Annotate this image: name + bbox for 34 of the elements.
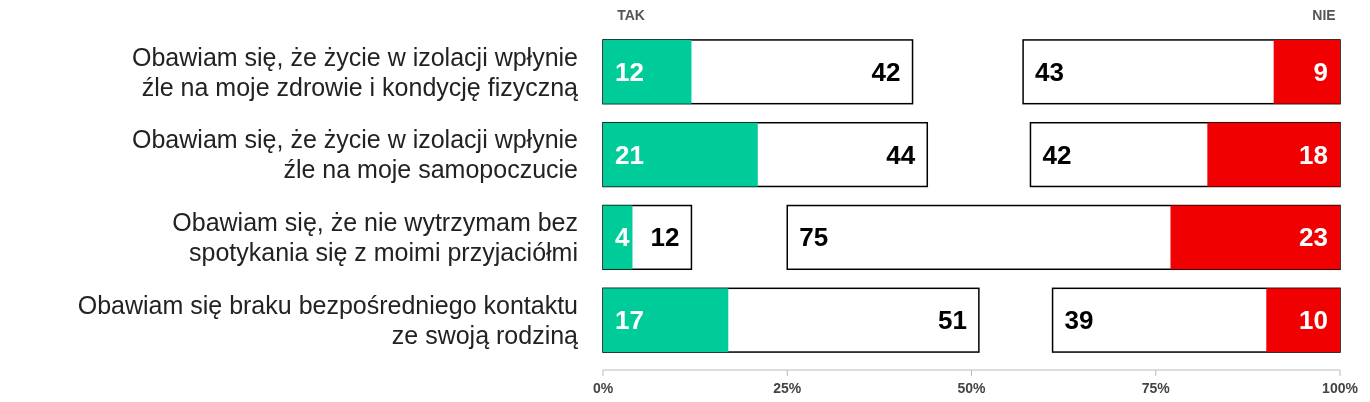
x-tick-label: 75% bbox=[1141, 380, 1171, 396]
data-label: 18 bbox=[1299, 139, 1328, 170]
data-label: 42 bbox=[1042, 139, 1072, 170]
y-tick-label: Obawiam się, że życie w izolacji wpłynie źle na moje samopoczucie bbox=[132, 125, 578, 184]
y-tick-label: Obawiam się braku bezpośredniego kontaktu ze swoją rodziną bbox=[77, 290, 579, 349]
bar bbox=[603, 288, 729, 353]
data-label: 39 bbox=[1064, 305, 1094, 336]
data-label: 12 bbox=[615, 56, 644, 87]
data-label: 23 bbox=[1299, 222, 1328, 253]
x-tick-label: 100% bbox=[1322, 380, 1359, 396]
bar bbox=[603, 122, 758, 187]
y-tick-label: Obawiam się, że nie wytrzymam bez spotykania się z moimi przyjaciółmi bbox=[172, 208, 578, 267]
bar bbox=[603, 39, 692, 104]
data-label: 10 bbox=[1299, 305, 1328, 336]
data-label: 75 bbox=[799, 222, 829, 253]
bar bbox=[1207, 122, 1340, 187]
data-label: 12 bbox=[650, 222, 680, 253]
bar bbox=[1266, 288, 1340, 353]
data-label: 21 bbox=[615, 139, 644, 170]
data-label: 43 bbox=[1035, 56, 1065, 87]
x-tick-label: 25% bbox=[773, 380, 802, 396]
data-label: 4 bbox=[615, 222, 630, 253]
data-label: 42 bbox=[871, 56, 901, 87]
bar bbox=[1170, 205, 1340, 270]
text: NIE bbox=[1312, 7, 1336, 23]
data-label: 17 bbox=[615, 305, 644, 336]
text: TAK bbox=[617, 7, 645, 23]
data-label: 9 bbox=[1313, 56, 1328, 87]
x-tick-label: 50% bbox=[957, 380, 987, 396]
data-label: 51 bbox=[937, 305, 967, 336]
bar bbox=[1273, 39, 1340, 104]
y-tick-label: Obawiam się, że życie w izolacji wpłynie źle na moje zdrowie i kondycję fizyczną bbox=[132, 42, 579, 101]
data-label: 44 bbox=[886, 139, 916, 170]
x-tick-label: 0% bbox=[592, 380, 614, 396]
